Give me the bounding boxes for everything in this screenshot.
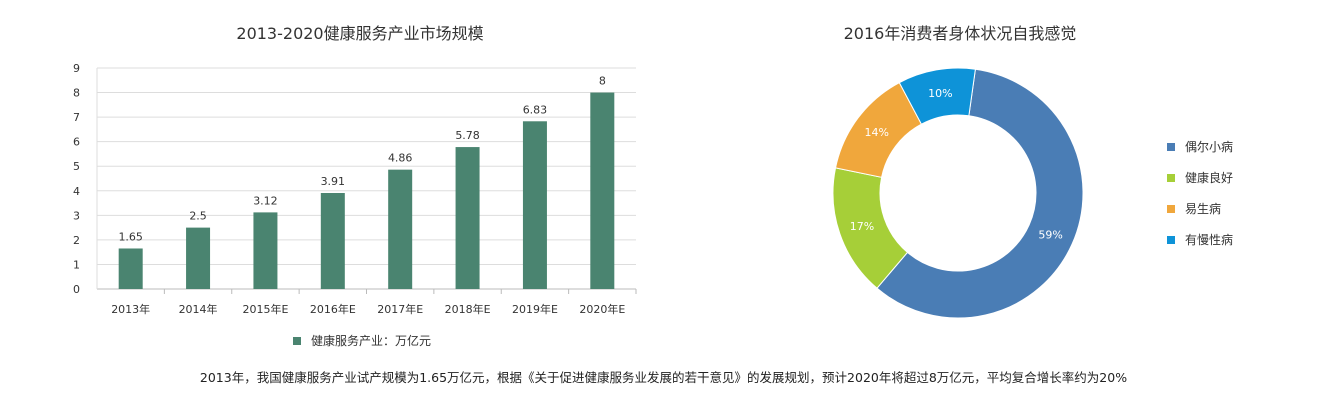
bar-chart: 0 1 2 3 4 5 6 7 8 9 1.65 2013年 2.5 2014年 3.12 2015年E 3.9…	[73, 62, 637, 316]
legend-label: 有慢性病	[1185, 233, 1234, 247]
legend-item: 健康良好	[1167, 169, 1233, 186]
data-label: 4.86	[388, 152, 413, 165]
data-label: 3.12	[253, 194, 278, 207]
legend-swatch	[1167, 204, 1175, 213]
bar	[455, 147, 480, 289]
x-tick-label: 2013年	[111, 302, 150, 316]
y-tick-label: 8	[73, 87, 80, 100]
bar	[320, 192, 345, 289]
y-tick-label: 9	[73, 62, 80, 75]
x-tick-label: 2017年E	[377, 302, 423, 316]
y-tick-label: 7	[73, 111, 80, 124]
x-tick-label: 2018年E	[445, 302, 491, 316]
x-tick-label: 2016年E	[310, 302, 356, 316]
data-label: 2.5	[189, 210, 207, 223]
legend-label: 易生病	[1185, 202, 1222, 216]
legend-swatch	[1167, 173, 1175, 182]
bar-legend-label: 健康服务产业：万亿元	[311, 334, 432, 348]
data-label: 3.91	[321, 175, 346, 188]
data-label: 6.83	[523, 103, 548, 116]
legend-swatch	[1167, 235, 1175, 244]
y-tick-label: 0	[73, 283, 80, 296]
bar	[522, 121, 547, 289]
y-tick-label: 1	[73, 258, 80, 271]
slice-label: 14%	[864, 126, 888, 139]
legend-item: 偶尔小病	[1167, 138, 1233, 155]
bar	[388, 169, 413, 289]
x-tick-label: 2019年E	[512, 302, 558, 316]
bar	[253, 212, 278, 289]
x-tick-label: 2020年E	[579, 302, 625, 316]
y-tick-label: 4	[73, 185, 80, 198]
legend-swatch	[1167, 142, 1175, 151]
x-tick-label: 2015年E	[242, 302, 288, 316]
legend-swatch	[293, 336, 301, 345]
data-label: 5.78	[455, 129, 480, 142]
legend-label: 偶尔小病	[1185, 140, 1234, 154]
y-tick-label: 2	[73, 234, 80, 247]
donut-chart: 59% 17% 14% 10%	[832, 67, 1084, 319]
y-tick-label: 6	[73, 136, 80, 149]
y-tick-label: 5	[73, 160, 80, 173]
y-tick-label: 3	[73, 209, 80, 222]
slice-label: 10%	[928, 87, 952, 100]
x-tick-label: 2014年	[179, 302, 218, 316]
data-label: 8	[599, 75, 606, 88]
bar-legend: 健康服务产业：万亿元	[293, 332, 431, 349]
legend-item: 有慢性病	[1167, 231, 1233, 248]
data-label: 1.65	[118, 230, 143, 243]
caption: 2013年，我国健康服务产业试产规模为1.65万亿元，根据《关于促进健康服务业发…	[199, 370, 1128, 385]
donut-slice	[876, 68, 1084, 319]
pie-chart-title: 2016年消费者身体状况自我感觉	[843, 24, 1077, 43]
legend-label: 健康良好	[1185, 171, 1234, 185]
bar	[590, 92, 615, 289]
bar	[118, 248, 143, 289]
slice-label: 59%	[1038, 229, 1062, 242]
legend-item: 易生病	[1167, 200, 1221, 217]
donut-slice	[898, 67, 976, 125]
bar-chart-title: 2013-2020健康服务产业市场规模	[236, 24, 484, 43]
slice-label: 17%	[850, 220, 874, 233]
bar	[186, 227, 211, 289]
